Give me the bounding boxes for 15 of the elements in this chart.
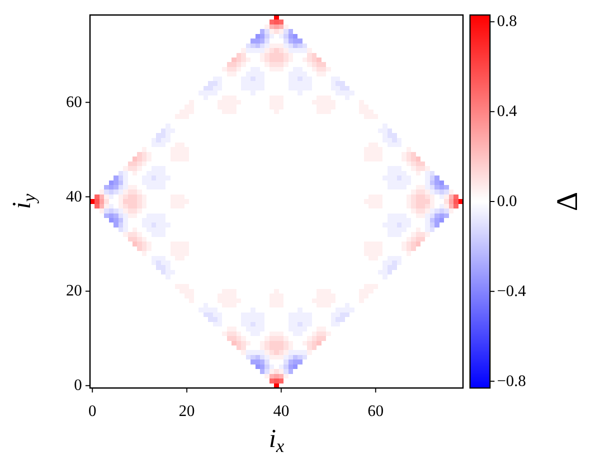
x-axis-title: i$_{x}$: [268, 424, 284, 456]
color-bar-title: Δ: [550, 192, 584, 212]
x-tick-label: 40: [273, 403, 290, 420]
color-bar-label: 0.4: [497, 103, 517, 120]
y-tick-label: 0: [74, 377, 82, 394]
color-bar-label: 0.0: [497, 193, 517, 210]
x-tick-label: 60: [368, 403, 384, 420]
x-tick-label: 0: [88, 403, 96, 420]
y-tick-label: 60: [66, 94, 82, 111]
color-bar-label: 0.8: [497, 13, 517, 30]
y-tick-label: 40: [66, 188, 82, 206]
color-bar-label: −0.8: [497, 372, 526, 390]
color-bar-label: −0.4: [497, 282, 526, 300]
x-tick-label: 20: [178, 403, 195, 420]
y-tick-label: 20: [66, 282, 82, 300]
